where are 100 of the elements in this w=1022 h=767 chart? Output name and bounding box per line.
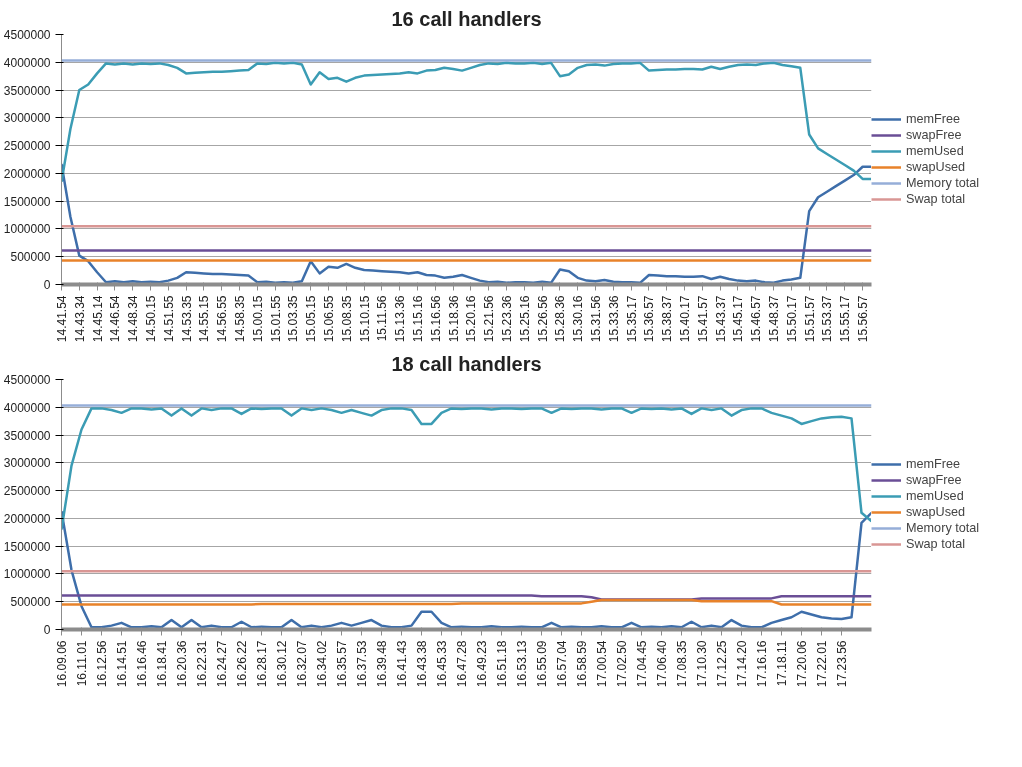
- legend-label: memUsed: [906, 144, 965, 158]
- x-tick-label: 14.45.14: [90, 295, 105, 343]
- x-tick-label: 15.53.37: [820, 295, 835, 343]
- x-tick-label: 15.21.56: [482, 295, 497, 343]
- x-tick-label: 15.00.15: [250, 295, 265, 343]
- x-tick-label: 16.11.01: [75, 640, 89, 687]
- x-tick-label: 17.18.11: [775, 640, 789, 687]
- legend-label: Memory total: [906, 521, 980, 535]
- x-tick-label: 14.56.55: [215, 295, 230, 343]
- x-tick-label: 16.53.13: [515, 640, 529, 688]
- x-tick-label: 15.20.16: [464, 295, 479, 343]
- x-tick-label: 17.08.35: [675, 640, 689, 688]
- legend-label: swapUsed: [906, 505, 966, 519]
- legend-label: memUsed: [906, 489, 965, 503]
- x-tick-label: 16.55.09: [535, 640, 549, 688]
- x-tick-label: 16.24.27: [215, 640, 229, 688]
- x-tick-label: 15.11.56: [375, 295, 390, 342]
- x-tick-label: 15.30.16: [571, 295, 586, 343]
- x-tick-label: 15.50.17: [784, 295, 799, 343]
- x-tick-label: 15.55.17: [838, 295, 853, 343]
- y-tick-label: 2000000: [3, 511, 51, 526]
- y-tick-label: 3500000: [3, 83, 51, 98]
- chart-title: 18 call handlers: [391, 352, 542, 375]
- x-tick-label: 15.36.57: [642, 295, 657, 343]
- x-tick-label: 15.51.57: [802, 295, 817, 343]
- chart-title: 16 call handlers: [391, 7, 542, 30]
- x-tick-label: 15.56.57: [856, 295, 871, 343]
- x-tick-label: 16.41.43: [395, 640, 409, 688]
- x-tick-label: 16.57.04: [555, 640, 569, 688]
- y-tick-label: 2500000: [3, 139, 51, 154]
- y-tick-label: 4500000: [3, 373, 51, 387]
- x-tick-label: 14.50.15: [144, 295, 159, 343]
- x-tick-label: 16.09.06: [55, 640, 69, 688]
- x-tick-label: 16.34.02: [315, 640, 329, 688]
- x-tick-label: 17.12.25: [715, 640, 729, 688]
- x-tick-label: 16.49.23: [475, 640, 489, 688]
- y-tick-label: 1500000: [3, 539, 51, 554]
- x-tick-label: 15.45.17: [731, 295, 746, 343]
- x-tick-label: 14.48.34: [126, 295, 141, 343]
- x-tick-label: 17.06.40: [655, 640, 669, 688]
- x-tick-label: 15.18.36: [446, 295, 461, 343]
- legend-label: memFree: [906, 112, 962, 126]
- x-tick-label: 16.16.46: [135, 640, 149, 688]
- x-tick-label: 16.35.57: [335, 640, 349, 688]
- x-tick-label: 17.02.50: [615, 640, 629, 688]
- x-tick-label: 14.53.35: [179, 295, 194, 343]
- x-tick-label: 15.06.55: [322, 295, 337, 343]
- x-tick-label: 16.18.41: [155, 640, 169, 688]
- x-tick-label: 17.23.56: [835, 640, 849, 688]
- y-tick-label: 4000000: [3, 400, 51, 415]
- y-tick-label: 1500000: [3, 194, 51, 209]
- y-tick-label: 500000: [10, 250, 51, 265]
- x-tick-label: 16.12.56: [95, 640, 109, 688]
- x-tick-label: 16.51.18: [495, 640, 509, 688]
- x-tick-label: 15.48.37: [767, 295, 782, 343]
- x-tick-label: 16.30.12: [275, 640, 289, 688]
- x-tick-label: 15.25.16: [517, 295, 532, 343]
- x-tick-label: 14.51.55: [161, 295, 176, 343]
- x-tick-label: 15.16.56: [428, 295, 443, 343]
- x-tick-label: 16.20.36: [175, 640, 189, 688]
- x-tick-label: 16.47.28: [455, 640, 469, 688]
- x-tick-label: 15.23.36: [500, 295, 515, 343]
- x-tick-label: 17.16.16: [755, 640, 769, 688]
- x-tick-label: 15.26.56: [535, 295, 550, 343]
- x-tick-label: 14.55.15: [197, 295, 212, 343]
- legend-label: Memory total: [906, 176, 980, 190]
- x-tick-label: 15.13.36: [393, 295, 408, 343]
- x-tick-label: 14.46.54: [108, 295, 123, 343]
- x-tick-label: 15.38.37: [660, 295, 675, 343]
- y-tick-label: 0: [43, 278, 51, 292]
- x-tick-label: 17.00.54: [595, 640, 609, 688]
- x-tick-label: 14.43.34: [72, 295, 87, 343]
- x-tick-label: 15.46.57: [749, 295, 764, 343]
- x-tick-label: 15.35.17: [624, 295, 639, 343]
- x-tick-label: 16.39.48: [375, 640, 389, 688]
- x-tick-label: 17.20.06: [795, 640, 809, 688]
- x-tick-label: 15.10.15: [357, 295, 372, 343]
- y-tick-label: 3500000: [3, 428, 51, 443]
- x-tick-label: 17.04.45: [635, 640, 649, 688]
- y-tick-label: 1000000: [3, 222, 51, 237]
- legend-label: swapFree: [906, 473, 963, 487]
- x-tick-label: 17.10.30: [695, 640, 709, 688]
- x-tick-label: 15.33.36: [606, 295, 621, 343]
- x-tick-label: 15.41.57: [695, 295, 710, 343]
- x-tick-label: 16.26.22: [235, 640, 249, 688]
- y-tick-label: 4500000: [3, 28, 51, 42]
- x-tick-label: 16.45.33: [435, 640, 449, 688]
- y-tick-label: 2500000: [3, 484, 51, 499]
- x-tick-label: 15.15.16: [411, 295, 426, 343]
- x-tick-label: 16.43.38: [415, 640, 429, 688]
- x-tick-label: 15.08.35: [339, 295, 354, 343]
- line-series: [61, 407, 872, 531]
- x-tick-label: 15.28.36: [553, 295, 568, 343]
- legend-label: Swap total: [906, 192, 966, 206]
- x-tick-label: 17.14.20: [735, 640, 749, 688]
- x-tick-label: 15.40.17: [678, 295, 693, 343]
- y-tick-label: 4000000: [3, 55, 51, 70]
- y-tick-label: 2000000: [3, 166, 51, 181]
- x-tick-label: 16.22.31: [195, 640, 209, 688]
- x-tick-label: 15.01.55: [268, 295, 283, 343]
